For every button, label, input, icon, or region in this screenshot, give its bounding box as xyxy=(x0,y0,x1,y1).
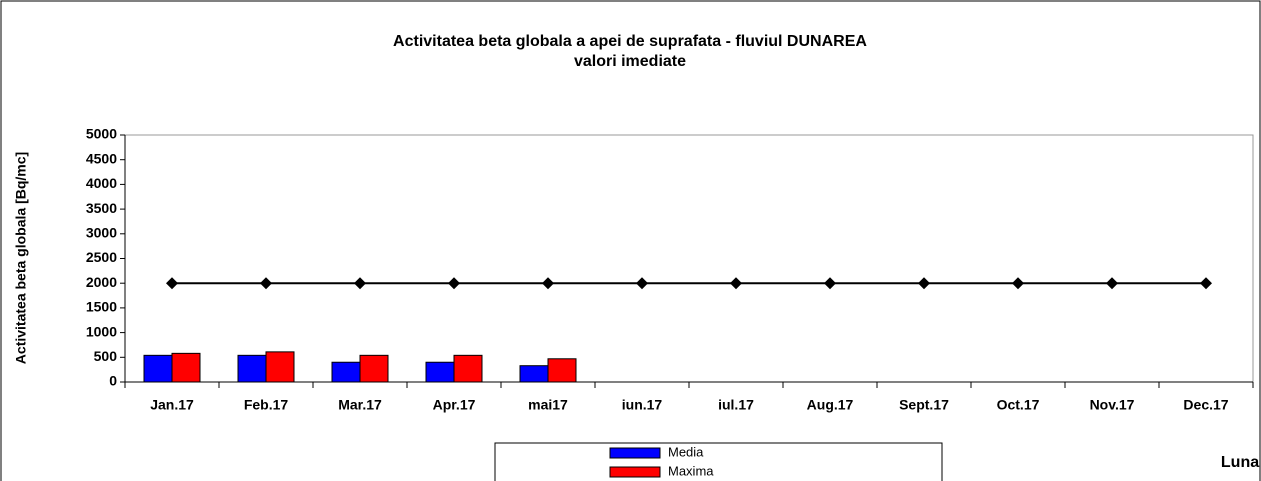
legend-label: Media xyxy=(668,444,704,459)
line-marker xyxy=(166,277,178,290)
bar xyxy=(425,361,455,383)
x-tick-label: Feb.17 xyxy=(244,397,289,413)
x-tick-label: Nov.17 xyxy=(1090,397,1135,413)
x-tick-label: Apr.17 xyxy=(433,397,476,413)
y-tick-label: 4500 xyxy=(86,150,117,166)
bar xyxy=(265,351,295,383)
x-tick-label: mai17 xyxy=(528,397,568,413)
chart-subtitle: valori imediate xyxy=(574,53,686,70)
x-tick-label: Oct.17 xyxy=(997,397,1040,413)
y-tick-label: 4000 xyxy=(86,175,117,191)
x-tick-label: Jan.17 xyxy=(150,397,194,413)
chart-title: Activitatea beta globala a apei de supra… xyxy=(393,33,867,50)
line-marker xyxy=(1012,277,1024,290)
line-marker xyxy=(730,277,742,290)
line-marker xyxy=(448,277,460,290)
bar xyxy=(359,354,389,383)
bar xyxy=(547,358,577,383)
x-tick-label: Aug.17 xyxy=(807,397,854,413)
x-tick-label: Sept.17 xyxy=(899,397,949,413)
y-tick-label: 1000 xyxy=(86,323,117,339)
bar xyxy=(171,352,201,383)
y-tick-label: 2000 xyxy=(86,274,117,290)
legend-label: Maxima xyxy=(668,463,714,478)
line-marker xyxy=(354,277,366,290)
line-marker xyxy=(918,277,930,290)
y-tick-label: 0 xyxy=(109,373,117,389)
line-marker xyxy=(1200,277,1212,290)
y-axis-label: Activitatea beta globala [Bq/mc] xyxy=(13,152,29,364)
y-tick-label: 3000 xyxy=(86,225,117,241)
x-tick-label: iul.17 xyxy=(718,397,754,413)
legend-swatch xyxy=(609,447,661,459)
bar xyxy=(519,365,549,383)
bar xyxy=(453,354,483,383)
y-tick-label: 3500 xyxy=(86,200,117,216)
bar xyxy=(237,354,267,383)
line-marker xyxy=(260,277,272,290)
line-marker xyxy=(1106,277,1118,290)
bar xyxy=(331,361,361,383)
legend-swatch xyxy=(609,466,661,478)
x-tick-label: Mar.17 xyxy=(338,397,382,413)
y-tick-label: 1500 xyxy=(86,299,117,315)
y-tick-label: 5000 xyxy=(86,126,117,142)
y-tick-label: 2500 xyxy=(86,249,117,265)
x-tick-label: iun.17 xyxy=(622,397,663,413)
x-tick-label: Dec.17 xyxy=(1183,397,1228,413)
line-marker xyxy=(542,277,554,290)
line-marker xyxy=(636,277,648,290)
legend xyxy=(494,442,943,481)
line-marker xyxy=(824,277,836,290)
x-axis-label: Luna xyxy=(1221,454,1259,471)
bar xyxy=(143,354,173,383)
y-tick-label: 500 xyxy=(94,348,118,364)
